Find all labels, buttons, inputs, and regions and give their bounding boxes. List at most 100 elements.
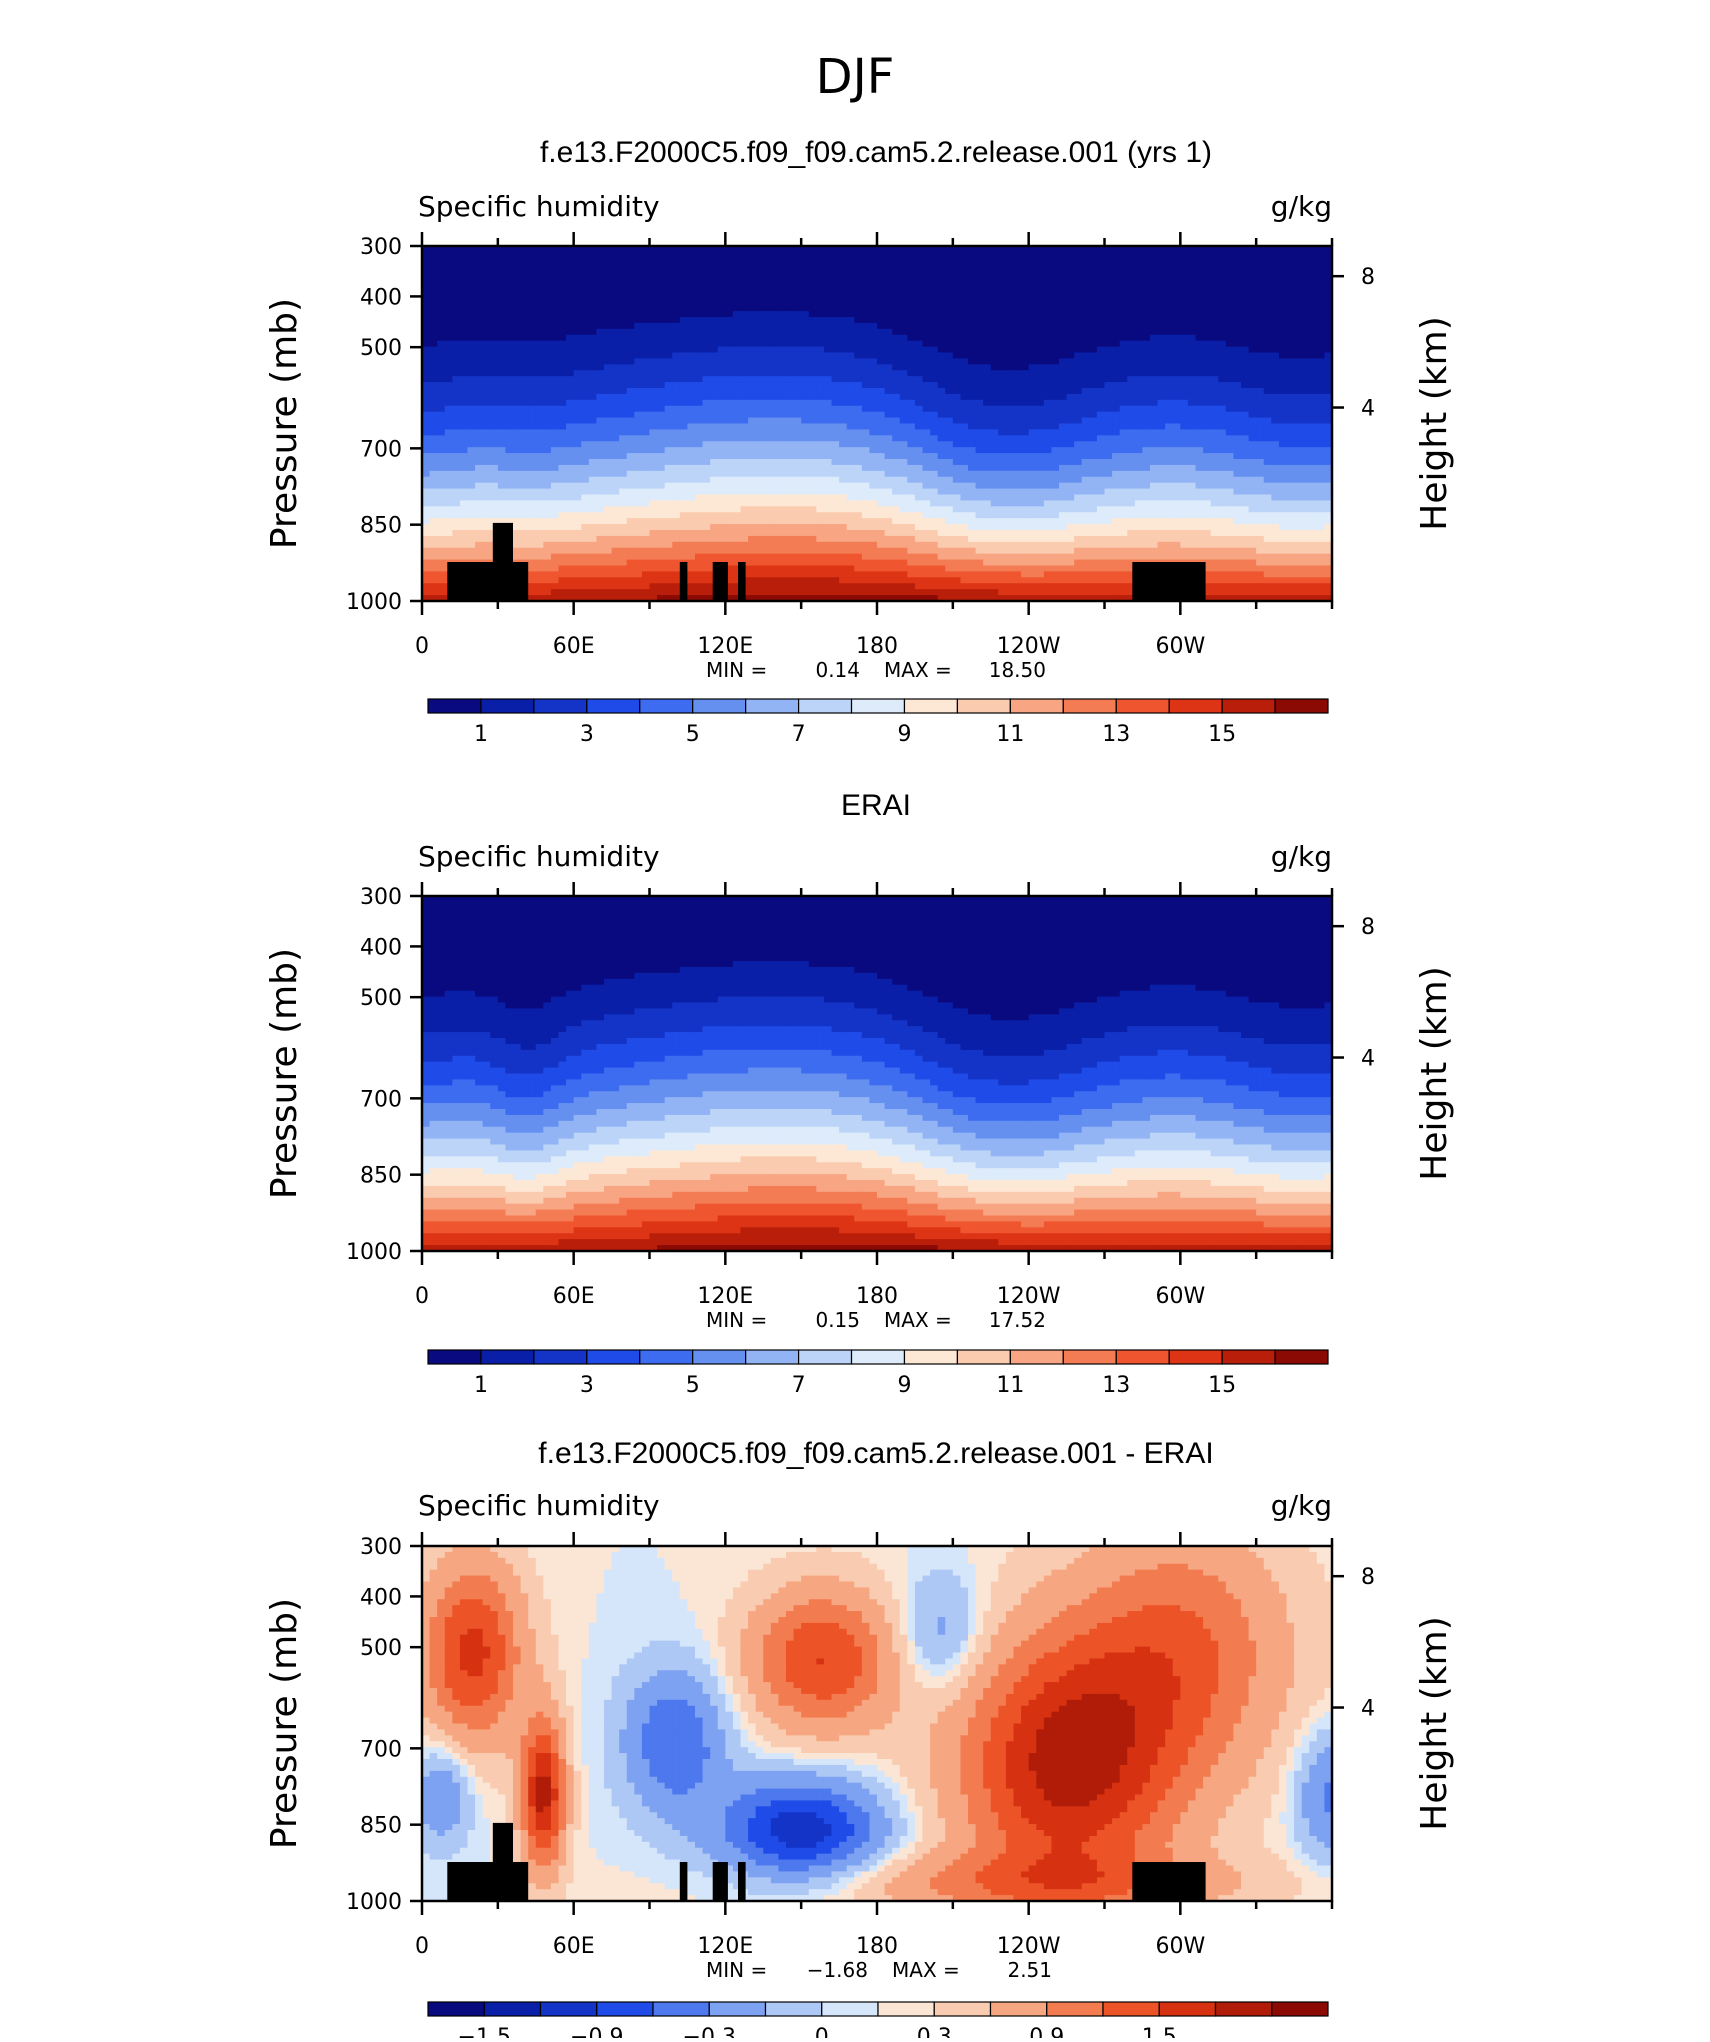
contour-cell xyxy=(816,476,825,484)
contour-cell xyxy=(482,358,491,365)
contour-cell xyxy=(914,287,924,294)
contour-cell xyxy=(960,346,969,354)
contour-cell xyxy=(1142,299,1151,306)
contour-cell xyxy=(588,317,598,324)
contour-cell xyxy=(672,488,681,496)
contour-cell xyxy=(1165,441,1174,448)
contour-cell xyxy=(543,417,552,425)
contour-cell xyxy=(497,470,507,478)
contour-cell xyxy=(907,417,916,425)
contour-cell xyxy=(604,364,613,371)
contour-cell xyxy=(672,370,681,377)
contour-cell xyxy=(437,388,446,395)
contour-cell xyxy=(482,317,491,324)
contour-cell xyxy=(975,281,984,289)
contour-cell xyxy=(968,317,977,324)
contour-cell xyxy=(558,464,567,472)
contour-cell xyxy=(1074,388,1083,395)
contour-cell xyxy=(1089,358,1098,365)
contour-cell xyxy=(513,251,522,259)
contour-cell xyxy=(467,482,476,490)
contour-cell xyxy=(717,251,726,259)
contour-cell xyxy=(429,251,438,259)
contour-cell xyxy=(1028,405,1037,413)
contour-cell xyxy=(975,370,984,377)
contour-cell xyxy=(877,328,886,336)
contour-cell xyxy=(922,423,931,431)
contour-cell xyxy=(558,476,567,484)
contour-cell xyxy=(1278,405,1288,413)
contour-cell xyxy=(1127,334,1136,342)
contour-cell xyxy=(566,488,575,496)
contour-cell xyxy=(558,411,567,419)
contour-cell xyxy=(952,441,962,448)
contour-cell xyxy=(717,470,726,478)
contour-cell xyxy=(1142,317,1151,324)
contour-cell xyxy=(1271,251,1280,259)
contour-cell xyxy=(1142,376,1151,383)
contour-cell xyxy=(558,317,567,324)
contour-cell xyxy=(861,447,871,454)
contour-cell xyxy=(588,405,598,413)
contour-cell xyxy=(960,393,969,401)
contour-cell xyxy=(1096,275,1106,283)
contour-cell xyxy=(634,488,643,496)
contour-cell xyxy=(1157,405,1166,413)
contour-cell xyxy=(452,447,461,454)
contour-cell xyxy=(566,470,575,478)
contour-cell xyxy=(1301,376,1310,383)
contour-cell xyxy=(740,311,749,318)
contour-cell xyxy=(1051,476,1060,484)
contour-cell xyxy=(1180,453,1189,460)
contour-cell xyxy=(1165,358,1174,365)
contour-cell xyxy=(520,364,529,371)
contour-cell xyxy=(1278,334,1288,342)
contour-cell xyxy=(459,364,469,371)
contour-cell xyxy=(763,488,772,496)
contour-cell xyxy=(990,251,999,259)
contour-cell xyxy=(1013,293,1022,300)
contour-cell xyxy=(573,340,582,348)
contour-cell xyxy=(1104,317,1113,324)
contour-cell xyxy=(899,423,908,431)
contour-cell xyxy=(975,305,984,312)
contour-cell xyxy=(778,352,787,360)
contour-cell xyxy=(732,376,742,383)
contour-cell xyxy=(899,376,908,383)
contour-cell xyxy=(1256,364,1265,371)
contour-cell xyxy=(793,376,802,383)
contour-cell xyxy=(770,453,780,460)
contour-cell xyxy=(770,269,780,277)
contour-cell xyxy=(884,423,893,431)
contour-cell xyxy=(490,251,499,259)
contour-cell xyxy=(755,352,764,360)
contour-cell xyxy=(1248,429,1257,436)
contour-cell xyxy=(490,352,499,360)
contour-cell xyxy=(755,370,764,377)
contour-cell xyxy=(945,281,954,289)
contour-cell xyxy=(1248,453,1257,460)
contour-cell xyxy=(1294,293,1303,300)
contour-cell xyxy=(1021,411,1030,419)
contour-cell xyxy=(1165,352,1174,360)
contour-cell xyxy=(1203,311,1212,318)
contour-cell xyxy=(641,382,651,389)
contour-cell xyxy=(573,311,582,318)
contour-cell xyxy=(869,275,878,283)
contour-cell xyxy=(1119,441,1128,448)
contour-cell xyxy=(763,293,772,300)
contour-cell xyxy=(1278,263,1288,271)
contour-cell xyxy=(1218,305,1227,312)
contour-cell xyxy=(1112,370,1121,377)
contour-cell xyxy=(945,340,954,348)
contour-cell xyxy=(1294,269,1303,277)
contour-cell xyxy=(497,393,507,401)
contour-cell xyxy=(846,269,855,277)
contour-cell xyxy=(649,269,658,277)
contour-cell xyxy=(952,251,962,259)
contour-cell xyxy=(687,364,696,371)
contour-cell xyxy=(452,334,461,342)
contour-cell xyxy=(626,281,635,289)
contour-cell xyxy=(801,275,810,283)
contour-cell xyxy=(846,287,855,294)
